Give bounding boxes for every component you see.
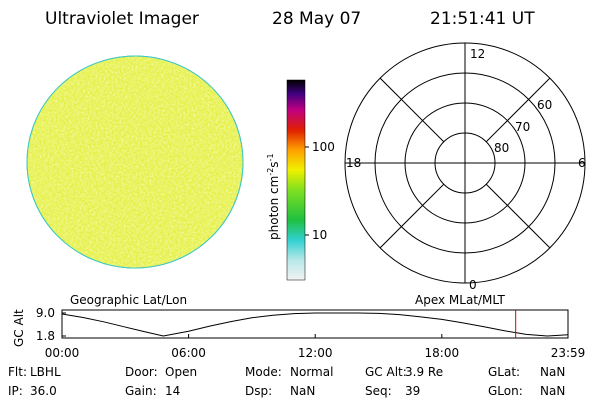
info-key: Door:: [125, 365, 158, 379]
hour-label: 12: [470, 47, 485, 61]
info-key: Gain:: [125, 384, 157, 398]
info-value: Open: [165, 365, 197, 379]
info-key: GC Alt:: [365, 365, 407, 379]
info-key: Seq:: [365, 384, 392, 398]
info-key: Dsp:: [245, 384, 272, 398]
x-tick-label: 18:00: [425, 346, 460, 360]
y-tick-label: 9.0: [36, 306, 55, 320]
y-axis-label: GC Alt: [12, 309, 26, 347]
exponent: -2: [266, 168, 275, 176]
disc-edge: [26, 55, 244, 269]
colorbar: [286, 79, 306, 281]
info-value: NaN: [540, 365, 565, 379]
x-tick-label: 12:00: [298, 346, 333, 360]
info-key: GLat:: [488, 365, 520, 379]
x-tick-label: 23:59: [551, 346, 586, 360]
altitude-curve: [61, 312, 569, 337]
x-tick-label: 00:00: [45, 346, 80, 360]
panel-label: Apex MLat/MLT: [415, 293, 505, 307]
info-value: NaN: [290, 384, 315, 398]
time: 21:51:41 UT: [430, 9, 535, 29]
colorbar-tick-label: 100: [312, 140, 335, 154]
panel-label: Geographic Lat/Lon: [70, 293, 187, 307]
info-value: 39: [405, 384, 420, 398]
ring-label: 80: [494, 141, 509, 155]
info-key: Mode:: [245, 365, 282, 379]
info-value: Normal: [290, 365, 333, 379]
date: 28 May 07: [272, 9, 361, 29]
image-texture: [27, 56, 243, 268]
exponent: -1: [266, 153, 275, 161]
info-key: Flt:: [8, 365, 27, 379]
x-tick-label: 06:00: [171, 346, 206, 360]
colorbar-label: photon cm-2s-1: [266, 153, 281, 240]
unit: s: [267, 161, 281, 167]
info-value: 14: [165, 384, 180, 398]
unit: photon cm: [267, 176, 281, 240]
info-value: 36.0: [30, 384, 57, 398]
y-tick-label: 1.8: [36, 329, 55, 343]
colorbar-tick-label: 10: [312, 228, 327, 242]
hour-label: 6: [578, 156, 586, 170]
plot-frame: [61, 309, 569, 339]
title: Ultraviolet Imager: [45, 9, 199, 29]
ring-label: 70: [515, 120, 530, 134]
info-value: NaN: [540, 384, 565, 398]
info-key: IP:: [8, 384, 23, 398]
hour-label: 18: [346, 156, 361, 170]
ring-label: 60: [537, 98, 552, 112]
info-value: 3.9 Re: [405, 365, 443, 379]
info-key: GLon:: [488, 384, 523, 398]
info-value: LBHL: [30, 365, 61, 379]
polar-grid: [344, 42, 586, 284]
hour-label: 0: [469, 278, 477, 292]
